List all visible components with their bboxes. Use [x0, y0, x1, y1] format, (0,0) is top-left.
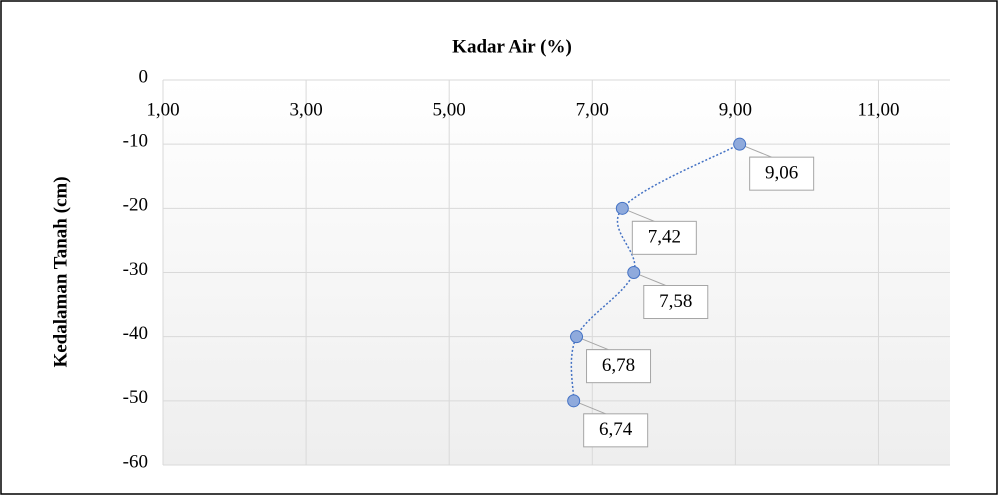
data-label: 7,42	[648, 227, 681, 248]
y-tick-label: -30	[123, 259, 148, 280]
data-label: 6,78	[602, 355, 635, 376]
y-tick-label: -10	[123, 131, 148, 152]
y-axis-label: Kedalaman Tanah (cm)	[50, 176, 71, 367]
x-tick-label: 9,00	[719, 99, 752, 120]
y-tick-label: -50	[123, 387, 148, 408]
x-tick-label: 1,00	[146, 99, 179, 120]
point	[615, 201, 629, 215]
point	[733, 137, 747, 151]
data-label: 6,74	[599, 419, 633, 440]
y-tick-label: 0	[139, 66, 149, 87]
y-tick-label: -60	[123, 451, 148, 472]
point	[570, 330, 584, 344]
label-box	[643, 285, 709, 319]
x-tick-label: 3,00	[289, 99, 322, 120]
y-tick-label: -40	[123, 323, 148, 344]
label-box	[749, 156, 815, 191]
label-box	[631, 220, 697, 255]
point	[567, 394, 581, 408]
chart-title: Kadar Air (%)	[452, 36, 572, 57]
label-box	[583, 413, 649, 448]
data-label: 7,58	[659, 291, 692, 312]
x-tick-label: 11,00	[857, 99, 899, 120]
x-tick-label: 5,00	[433, 99, 466, 120]
y-tick-label: -20	[123, 195, 148, 216]
point	[627, 266, 641, 279]
x-tick-label: 7,00	[576, 99, 609, 120]
label-box	[586, 349, 652, 384]
data-label: 9,06	[765, 163, 798, 184]
